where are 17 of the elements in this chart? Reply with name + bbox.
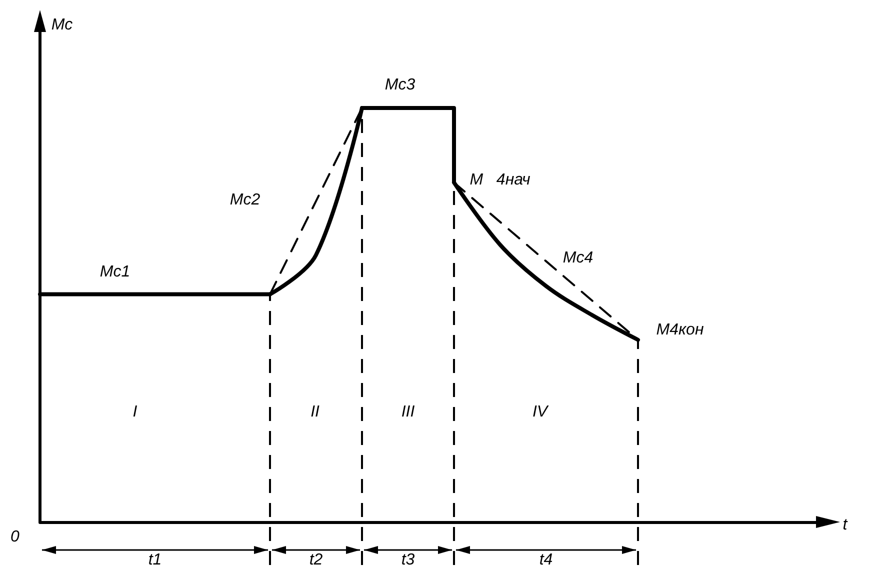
text: t2 <box>309 552 323 568</box>
annotation: II <box>310 404 320 420</box>
annotation: III <box>401 404 416 420</box>
x-axis-title: t <box>842 516 848 534</box>
annotation: M4кон <box>656 322 704 338</box>
annotation: Mc1 <box>100 264 130 280</box>
text: t4 <box>539 552 553 568</box>
text: 0 <box>10 528 20 546</box>
y-axis-title: Mc <box>51 16 73 34</box>
text: t3 <box>401 552 415 568</box>
annotation: IV <box>532 404 549 420</box>
text: t1 <box>148 552 162 568</box>
text: Mc3 <box>384 76 416 94</box>
annotation: Mc2 <box>230 192 260 208</box>
annotation: M 4нач <box>470 172 530 188</box>
annotation: I <box>132 404 138 420</box>
annotation: Mc4 <box>562 250 594 266</box>
